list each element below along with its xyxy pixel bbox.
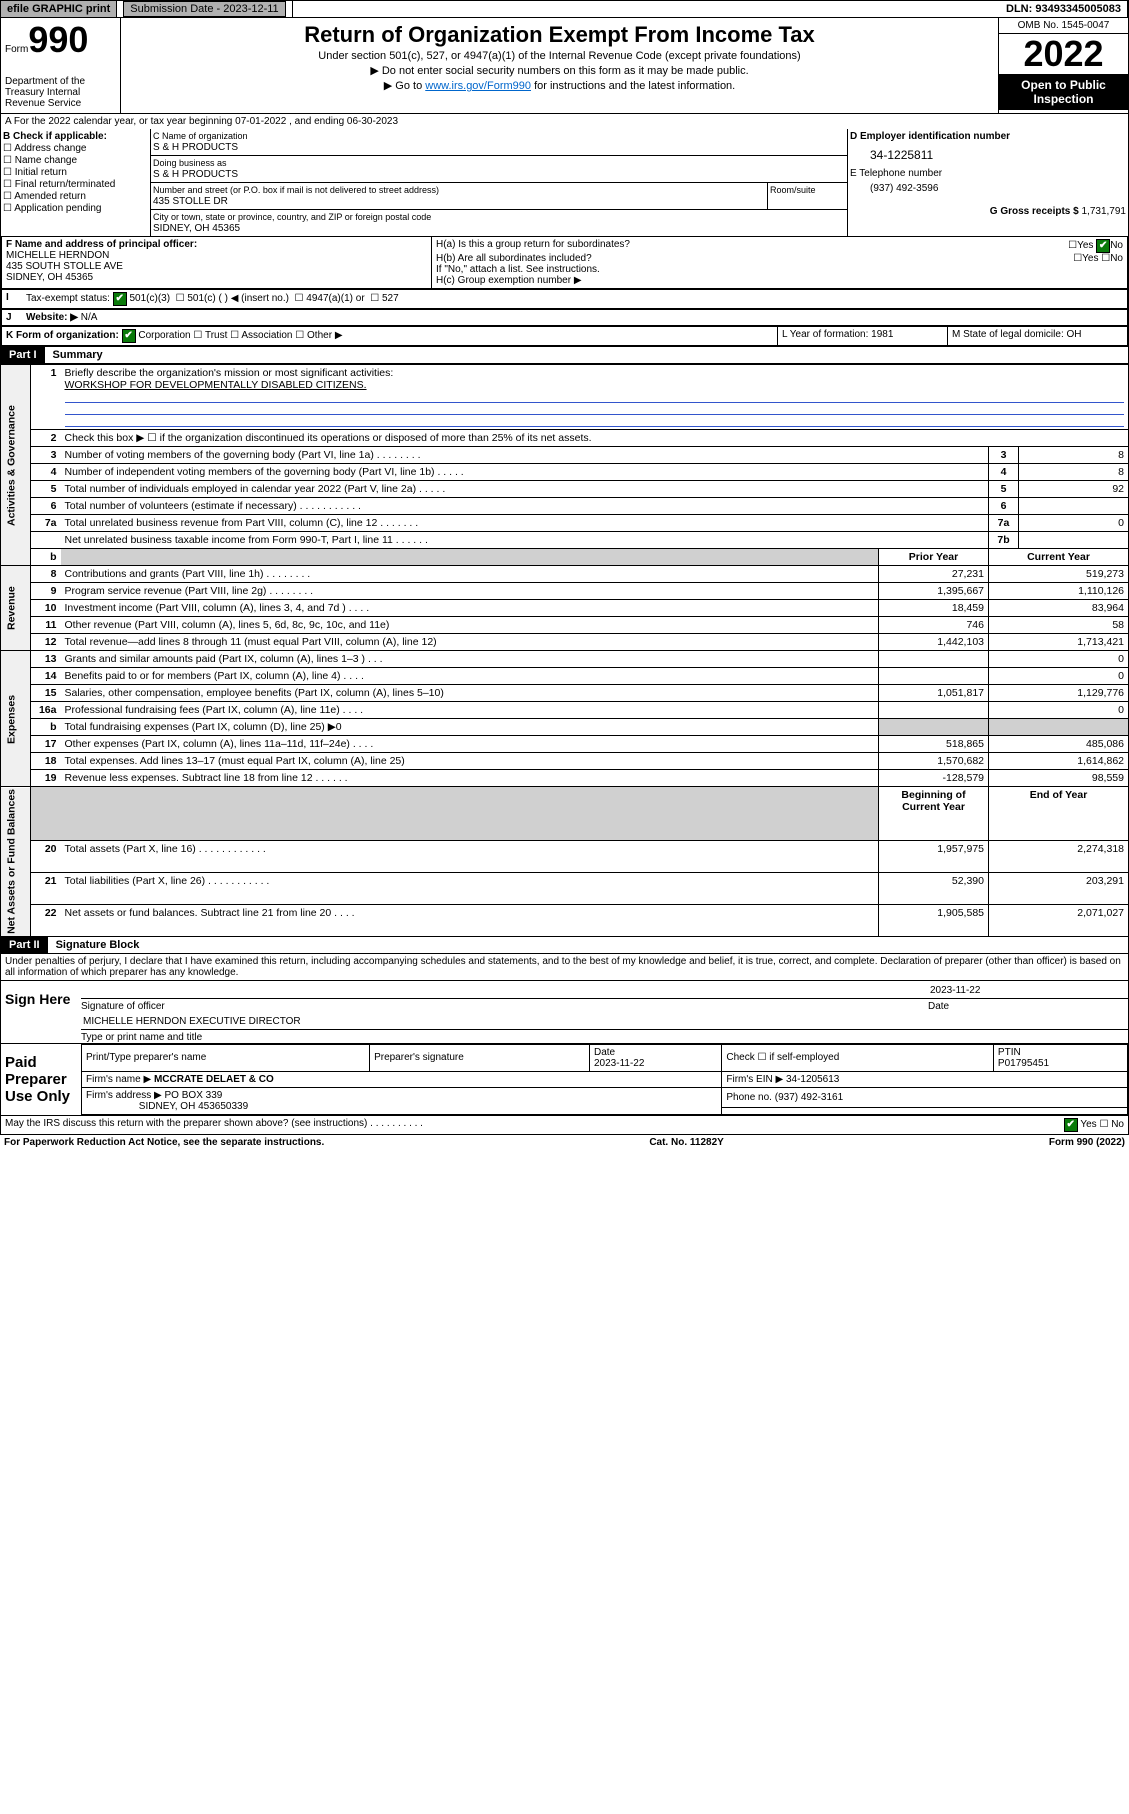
table-row: bTotal fundraising expenses (Part IX, co… — [1, 719, 1129, 736]
dept-label: Department of the Treasury Internal Reve… — [5, 76, 116, 109]
table-row: 10Investment income (Part VIII, column (… — [1, 600, 1129, 617]
table-row: 15Salaries, other compensation, employee… — [1, 685, 1129, 702]
irs-discuss: May the IRS discuss this return with the… — [0, 1116, 1129, 1135]
year-formation: L Year of formation: 1981 — [777, 327, 947, 345]
table-row: 14Benefits paid to or for members (Part … — [1, 668, 1129, 685]
mission: WORKSHOP FOR DEVELOPMENTALLY DISABLED CI… — [65, 379, 367, 391]
table-row: 21Total liabilities (Part X, line 26) . … — [1, 873, 1129, 905]
website: Website: ▶ N/A — [22, 310, 101, 325]
part1-header: Part ISummary — [0, 347, 1129, 364]
side-expenses: Expenses — [1, 651, 31, 787]
summary-table: Activities & Governance 1 Briefly descri… — [0, 364, 1129, 937]
table-row: 22Net assets or fund balances. Subtract … — [1, 905, 1129, 937]
efile-label: efile GRAPHIC print — [1, 1, 117, 17]
submission-date: Submission Date - 2023-12-11 — [117, 1, 292, 17]
table-row: 11Other revenue (Part VIII, column (A), … — [1, 617, 1129, 634]
form-title: Return of Organization Exempt From Incom… — [125, 22, 994, 48]
table-row: 20Total assets (Part X, line 16) . . . .… — [1, 841, 1129, 873]
table-row: 3Number of voting members of the governi… — [1, 447, 1129, 464]
irs-link[interactable]: www.irs.gov/Form990 — [425, 80, 531, 92]
section-c: C Name of organizationS & H PRODUCTS Doi… — [151, 129, 848, 236]
title-center: Return of Organization Exempt From Incom… — [121, 18, 998, 113]
side-revenue: Revenue — [1, 566, 31, 651]
side-activities: Activities & Governance — [1, 365, 31, 566]
state-domicile: M State of legal domicile: OH — [947, 327, 1127, 345]
ein: 34-1225811 — [850, 142, 1126, 168]
table-row: 18Total expenses. Add lines 13–17 (must … — [1, 753, 1129, 770]
table-row: 9Program service revenue (Part VIII, lin… — [1, 583, 1129, 600]
year-box: OMB No. 1545-0047 2022 Open to Public In… — [998, 18, 1128, 113]
check-icon: ✔ — [1064, 1118, 1078, 1132]
line-a: A For the 2022 calendar year, or tax yea… — [1, 114, 1128, 129]
perjury-text: Under penalties of perjury, I declare th… — [0, 954, 1129, 981]
form-org: K Form of organization: ✔ Corporation ☐ … — [2, 327, 777, 345]
officer-name: MICHELLE HERNDON EXECUTIVE DIRECTOR — [81, 1014, 1128, 1030]
section-f: F Name and address of principal officer:… — [2, 237, 432, 288]
title-row: Form990 Department of the Treasury Inter… — [0, 18, 1129, 114]
tax-status: Tax-exempt status: ✔ 501(c)(3) ☐ 501(c) … — [22, 290, 1127, 308]
paid-preparer: Paid Preparer Use Only Print/Type prepar… — [0, 1044, 1129, 1116]
table-row: 17Other expenses (Part IX, column (A), l… — [1, 736, 1129, 753]
table-row: 6Total number of volunteers (estimate if… — [1, 498, 1129, 515]
header-section: A For the 2022 calendar year, or tax yea… — [0, 114, 1129, 347]
section-b: B Check if applicable: ☐ Address change … — [1, 129, 151, 236]
top-header: efile GRAPHIC print Submission Date - 20… — [0, 0, 1129, 18]
side-netassets: Net Assets or Fund Balances — [1, 787, 31, 937]
table-row: 7aTotal unrelated business revenue from … — [1, 515, 1129, 532]
table-row: 4Number of independent voting members of… — [1, 464, 1129, 481]
table-row: Net unrelated business taxable income fr… — [1, 532, 1129, 549]
footer: For Paperwork Reduction Act Notice, see … — [0, 1135, 1129, 1150]
section-h: H(a) Is this a group return for subordin… — [432, 237, 1127, 288]
table-row: 12Total revenue—add lines 8 through 11 (… — [1, 634, 1129, 651]
table-row: 19Revenue less expenses. Subtract line 1… — [1, 770, 1129, 787]
section-deg: D Employer identification number 34-1225… — [848, 129, 1128, 236]
part2-header: Part IISignature Block — [0, 937, 1129, 954]
form-number-box: Form990 Department of the Treasury Inter… — [1, 18, 121, 113]
check-icon: ✔ — [113, 292, 127, 306]
dln: DLN: 93493345005083 — [293, 1, 1128, 17]
sign-here: Sign Here Signature of officer 2023-11-2… — [0, 981, 1129, 1044]
phone: (937) 492-3596 — [850, 179, 1126, 198]
table-row: 16aProfessional fundraising fees (Part I… — [1, 702, 1129, 719]
table-row: 5Total number of individuals employed in… — [1, 481, 1129, 498]
